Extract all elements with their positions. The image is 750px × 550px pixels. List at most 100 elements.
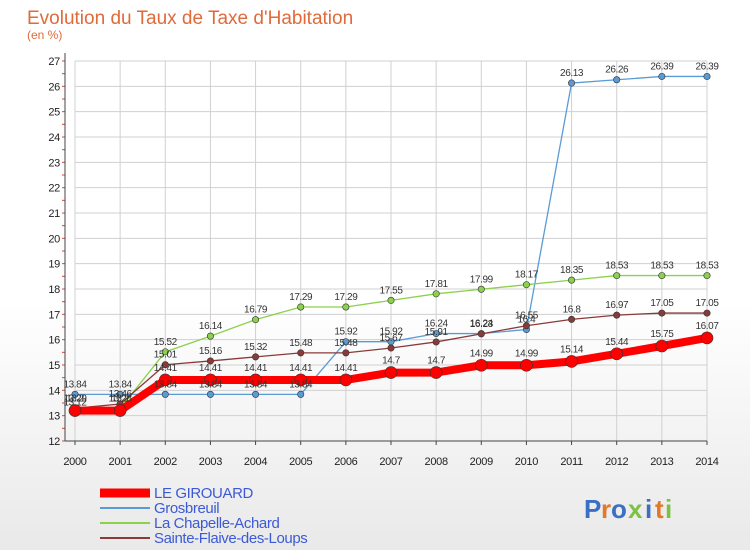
data-point-grosbreuil	[297, 390, 305, 398]
y-tick-label: 18	[48, 284, 60, 296]
data-label-grosbreuil: 13.84	[63, 379, 87, 390]
data-point-grosbreuil	[252, 390, 260, 398]
brand-letter: i	[665, 494, 673, 524]
data-point-sainte-flaive-des-loups	[252, 353, 260, 361]
data-label-grosbreuil: 16.4	[517, 315, 536, 326]
data-label-sainte-flaive-des-loups: 15.32	[244, 342, 268, 353]
brand-letter: x	[628, 494, 643, 524]
data-point-grosbreuil	[703, 72, 711, 80]
data-point-le-girouard	[610, 347, 624, 361]
data-point-le-girouard	[474, 358, 488, 372]
y-tick-label: 14	[48, 385, 60, 397]
data-label-la-chapelle-achard: 18.35	[560, 265, 584, 276]
x-tick-label: 2004	[244, 456, 267, 468]
data-label-la-chapelle-achard: 16.14	[199, 321, 223, 332]
data-point-sainte-flaive-des-loups	[613, 311, 621, 319]
data-point-sainte-flaive-des-loups	[477, 330, 485, 338]
data-label-sainte-flaive-des-loups: 15.16	[199, 346, 223, 357]
data-label-grosbreuil: 26.39	[695, 61, 719, 72]
x-tick-label: 2005	[289, 456, 312, 468]
legend-label-grosbreuil: Grosbreuil	[154, 500, 219, 517]
y-tick-label: 22	[48, 183, 60, 195]
data-point-sainte-flaive-des-loups	[161, 361, 169, 369]
data-point-la-chapelle-achard	[522, 281, 530, 289]
y-tick-label: 21	[48, 208, 60, 220]
data-label-sainte-flaive-des-loups: 17.05	[650, 298, 674, 309]
brand-letter: r	[601, 494, 612, 524]
data-label-la-chapelle-achard: 16.79	[244, 305, 268, 316]
data-point-la-chapelle-achard	[252, 316, 260, 324]
data-point-sainte-flaive-des-loups	[206, 357, 214, 365]
data-label-sainte-flaive-des-loups: 15.01	[154, 350, 178, 361]
data-point-grosbreuil	[568, 79, 576, 87]
data-point-le-girouard	[204, 373, 217, 387]
data-point-sainte-flaive-des-loups	[342, 349, 350, 357]
x-tick-label: 2002	[154, 456, 177, 468]
chart-title: Evolution du Taux de Taxe d'Habitation	[27, 8, 353, 29]
data-label-la-chapelle-achard: 18.53	[605, 261, 629, 272]
data-label-grosbreuil: 13.84	[109, 379, 133, 390]
data-labels: 13.84 13.84 13.84 13.84 13.84 13.84 15.92 15.92…	[63, 61, 719, 408]
y-tick-label: 20	[48, 233, 60, 245]
data-point-grosbreuil	[342, 338, 350, 346]
data-label-le-girouard: 14.41	[289, 363, 313, 374]
data-point-la-chapelle-achard	[477, 285, 485, 293]
data-label-le-girouard: 14.41	[154, 363, 178, 374]
data-label-sainte-flaive-des-loups: 13.46	[109, 389, 133, 400]
data-label-sainte-flaive-des-loups: 16.97	[605, 300, 629, 311]
x-tick-label: 2001	[109, 456, 132, 468]
x-tick-label: 2000	[63, 456, 86, 468]
data-label-grosbreuil: 16.24	[425, 319, 449, 330]
data-point-la-chapelle-achard	[703, 272, 711, 280]
data-point-sainte-flaive-des-loups	[387, 344, 395, 352]
data-point-le-girouard	[429, 366, 443, 379]
data-label-grosbreuil: 13.84	[154, 379, 178, 390]
data-point-la-chapelle-achard	[387, 296, 395, 304]
x-tick-label: 2010	[515, 456, 538, 468]
x-tick-label: 2012	[605, 456, 628, 468]
y-tick-label: 16	[48, 335, 60, 347]
data-point-grosbreuil	[432, 330, 440, 338]
brand-letter: o	[611, 494, 628, 524]
data-label-le-girouard: 14.41	[244, 363, 268, 374]
data-point-grosbreuil	[161, 390, 169, 398]
data-point-le-girouard	[113, 404, 127, 417]
brand-logo: Pro x i t i	[584, 494, 673, 524]
y-tick-label: 17	[48, 309, 60, 321]
brand-letter: P	[584, 494, 602, 524]
x-tick-label: 2008	[425, 456, 448, 468]
data-point-la-chapelle-achard	[658, 272, 666, 280]
data-label-la-chapelle-achard: 17.29	[334, 292, 358, 303]
data-point-le-girouard	[339, 373, 353, 387]
x-tick-label: 2014	[695, 456, 718, 468]
data-point-grosbreuil	[206, 390, 214, 398]
axes: 12 13 14 15 16 17 18 19 20 21 22 23 24 25 26 27 2000 2001…	[48, 53, 719, 468]
data-point-sainte-flaive-des-loups	[432, 338, 440, 346]
data-label-la-chapelle-achard: 15.52	[154, 337, 178, 348]
data-label-le-girouard: 15.14	[560, 344, 584, 355]
data-point-la-chapelle-achard	[432, 290, 440, 298]
data-label-sainte-flaive-des-loups: 16.23	[470, 319, 494, 330]
data-label-le-girouard: 14.7	[382, 356, 401, 367]
x-tick-label: 2003	[199, 456, 222, 468]
data-label-sainte-flaive-des-loups: 15.48	[334, 338, 358, 349]
data-point-le-girouard	[520, 358, 533, 372]
y-tick-label: 12	[48, 436, 60, 448]
data-label-grosbreuil: 26.39	[650, 61, 674, 72]
x-tick-label: 2011	[560, 456, 583, 468]
data-point-grosbreuil	[71, 390, 79, 398]
x-tick-label: 2013	[650, 456, 673, 468]
data-label-grosbreuil: 26.26	[605, 65, 629, 76]
data-point-sainte-flaive-des-loups	[568, 315, 576, 323]
data-label-sainte-flaive-des-loups: 17.05	[695, 298, 719, 309]
data-point-la-chapelle-achard	[297, 303, 305, 311]
y-tick-label: 15	[48, 360, 60, 372]
x-tick-label: 2007	[379, 456, 402, 468]
x-tick-label: 2006	[334, 456, 357, 468]
y-tick-label: 13	[48, 411, 60, 423]
data-label-sainte-flaive-des-loups: 15.67	[379, 333, 403, 344]
data-point-la-chapelle-achard	[342, 303, 350, 311]
